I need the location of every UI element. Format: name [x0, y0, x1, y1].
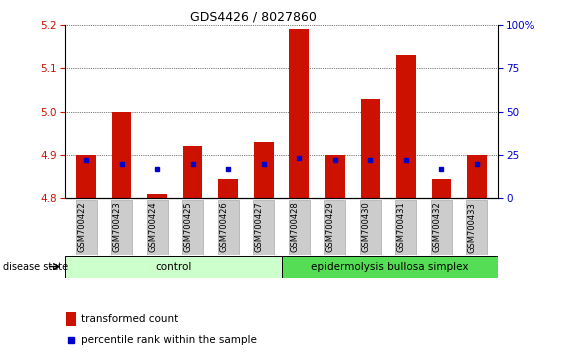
- Bar: [77, 155, 96, 198]
- Text: percentile rank within the sample: percentile rank within the sample: [81, 335, 256, 345]
- FancyBboxPatch shape: [324, 200, 345, 255]
- Text: disease state: disease state: [3, 262, 68, 272]
- FancyBboxPatch shape: [395, 200, 417, 255]
- FancyBboxPatch shape: [146, 200, 168, 255]
- FancyBboxPatch shape: [282, 256, 498, 278]
- Bar: [254, 142, 274, 198]
- Bar: [432, 179, 451, 198]
- Bar: [66, 312, 76, 326]
- FancyBboxPatch shape: [289, 200, 310, 255]
- Text: control: control: [155, 262, 191, 272]
- Text: GSM700430: GSM700430: [361, 202, 370, 252]
- Text: GSM700432: GSM700432: [432, 202, 441, 252]
- FancyBboxPatch shape: [75, 200, 96, 255]
- Text: GSM700431: GSM700431: [397, 202, 406, 252]
- Bar: [112, 112, 131, 198]
- Text: transformed count: transformed count: [81, 314, 178, 324]
- Text: GSM700429: GSM700429: [326, 202, 335, 252]
- Text: GSM700425: GSM700425: [184, 202, 193, 252]
- FancyBboxPatch shape: [431, 200, 452, 255]
- Bar: [396, 55, 415, 198]
- Text: GSM700427: GSM700427: [254, 202, 263, 252]
- Bar: [289, 29, 309, 198]
- Text: GSM700428: GSM700428: [291, 202, 300, 252]
- FancyBboxPatch shape: [360, 200, 381, 255]
- FancyBboxPatch shape: [65, 256, 282, 278]
- Text: GSM700424: GSM700424: [148, 202, 157, 252]
- FancyBboxPatch shape: [253, 200, 274, 255]
- Text: GSM700433: GSM700433: [468, 202, 477, 252]
- FancyBboxPatch shape: [111, 200, 132, 255]
- Text: GSM700422: GSM700422: [77, 202, 86, 252]
- FancyBboxPatch shape: [182, 200, 203, 255]
- Bar: [183, 146, 203, 198]
- Bar: [148, 194, 167, 198]
- Bar: [360, 98, 380, 198]
- Text: GSM700426: GSM700426: [219, 202, 228, 252]
- FancyBboxPatch shape: [218, 200, 239, 255]
- Bar: [467, 155, 486, 198]
- Text: epidermolysis bullosa simplex: epidermolysis bullosa simplex: [311, 262, 468, 272]
- Bar: [218, 179, 238, 198]
- Bar: [325, 155, 345, 198]
- Text: GSM700423: GSM700423: [113, 202, 122, 252]
- Text: GDS4426 / 8027860: GDS4426 / 8027860: [190, 11, 317, 24]
- FancyBboxPatch shape: [467, 200, 488, 255]
